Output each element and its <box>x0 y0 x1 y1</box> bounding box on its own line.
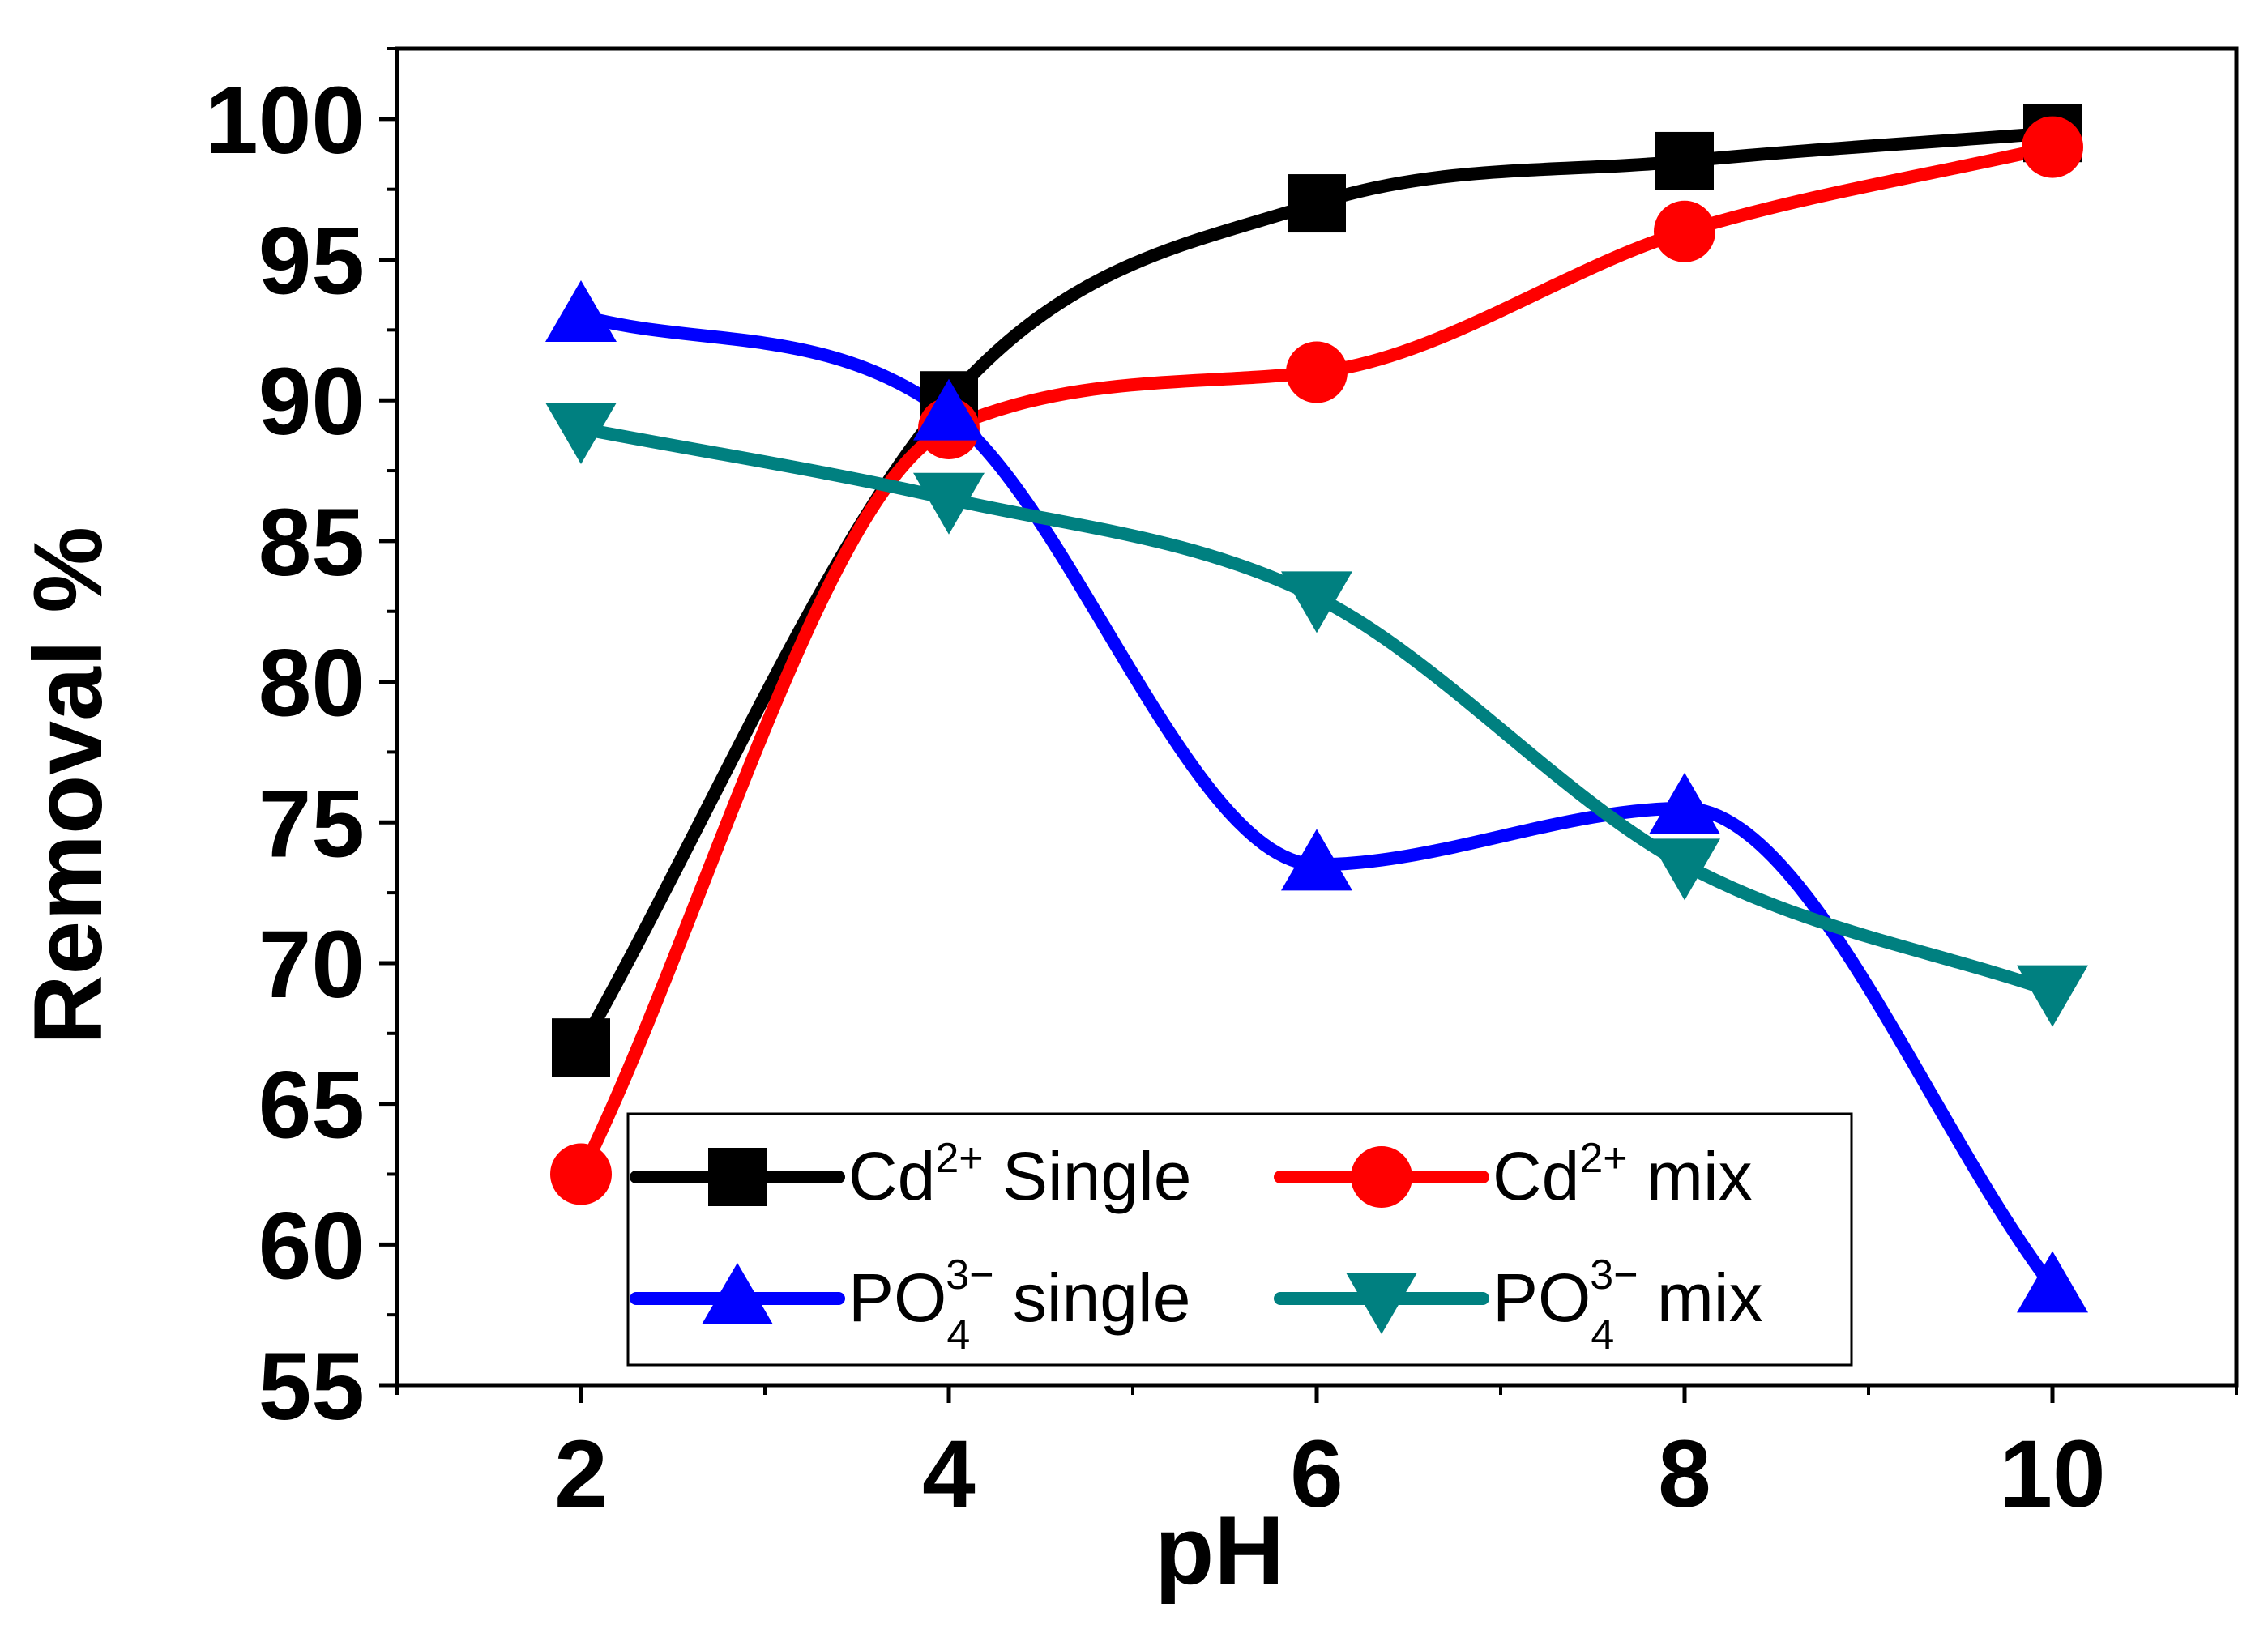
x-tick-label: 4 <box>922 1421 976 1528</box>
series-line-0 <box>574 126 2059 1055</box>
legend-label: PO43− single <box>848 1252 1190 1358</box>
legend-label: Cd2+ Single <box>848 1135 1192 1214</box>
series-markers <box>545 104 2088 1313</box>
legend-label: Cd2+ mix <box>1493 1135 1753 1214</box>
data-point-0-2 <box>1288 174 1346 233</box>
data-point-3-3 <box>1649 838 1720 901</box>
y-tick-label: 80 <box>258 630 365 737</box>
y-tick-label: 70 <box>258 911 365 1018</box>
data-point-2-0 <box>545 280 617 342</box>
y-tick-label: 65 <box>258 1052 365 1159</box>
axes: 2 4 6 8 10 55 60 65 70 75 80 85 90 95 100 <box>205 47 2238 1528</box>
data-point-1-4 <box>2022 116 2083 178</box>
legend-swatch-marker <box>1351 1146 1412 1208</box>
y-tick-label: 60 <box>258 1192 365 1299</box>
legend: Cd2+ Single Cd2+ mix PO43− single PO43− mix <box>626 1112 1853 1367</box>
y-tick-label: 75 <box>258 770 365 877</box>
x-tick-label: 10 <box>1999 1421 2105 1528</box>
data-point-1-3 <box>1654 200 1715 262</box>
data-point-2-3 <box>1649 772 1720 834</box>
data-point-3-0 <box>545 402 617 464</box>
legend-swatch-marker <box>702 1263 773 1324</box>
y-axis-title: Removal % <box>14 527 122 1045</box>
series-line-1 <box>574 140 2059 1181</box>
data-point-0-0 <box>552 1018 610 1077</box>
x-tick-label: 2 <box>554 1421 608 1528</box>
x-tick-label: 6 <box>1290 1421 1343 1528</box>
data-point-3-2 <box>1281 571 1352 633</box>
legend-swatch-marker <box>708 1148 767 1206</box>
series-line-3 <box>574 421 2059 998</box>
data-point-2-4 <box>2017 1251 2088 1313</box>
y-tick-label: 85 <box>258 489 365 596</box>
y-tick-label: 90 <box>258 348 365 455</box>
data-point-2-2 <box>1281 829 1352 891</box>
data-point-1-0 <box>550 1143 612 1205</box>
x-axis-title: pH <box>1155 1496 1284 1605</box>
data-point-3-1 <box>913 472 985 535</box>
x-tick-label: 8 <box>1658 1421 1711 1528</box>
legend-label: PO43− mix <box>1493 1252 1763 1358</box>
data-point-0-3 <box>1655 131 1714 190</box>
data-point-1-2 <box>1286 341 1348 403</box>
data-point-2-1 <box>913 378 985 441</box>
y-tick-label: 95 <box>258 208 365 315</box>
y-tick-label: 100 <box>205 67 365 174</box>
legend-box <box>626 1112 1853 1367</box>
data-point-3-4 <box>2017 965 2088 1027</box>
y-tick-label: 55 <box>258 1333 365 1440</box>
legend-swatch-marker <box>1346 1273 1417 1334</box>
